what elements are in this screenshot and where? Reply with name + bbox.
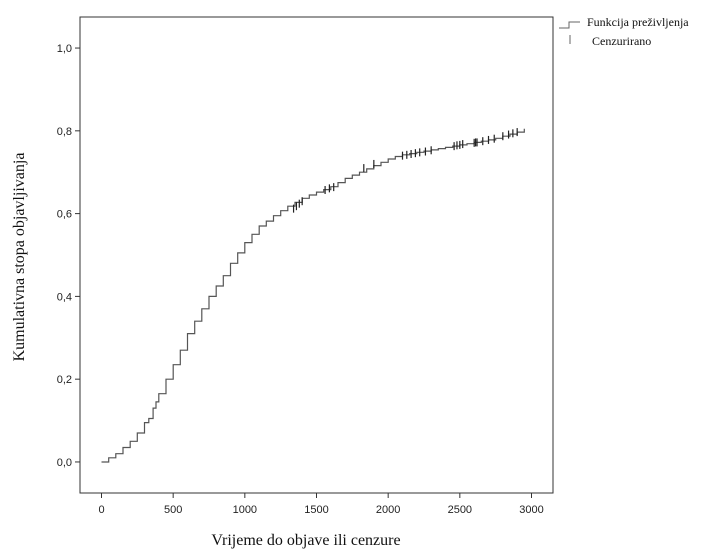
x-tick-label: 1500	[304, 504, 328, 516]
y-tick-label: 0,0	[57, 457, 72, 469]
y-tick-label: 0,6	[57, 209, 72, 221]
plot-frame	[79, 16, 554, 494]
x-tick-label: 2000	[376, 504, 400, 516]
y-tick-label: 0,4	[57, 291, 72, 303]
y-tick-label: 1,0	[57, 43, 72, 55]
x-tick-label: 2500	[448, 504, 472, 516]
legend-line-symbol	[559, 21, 580, 29]
censor-marks	[292, 128, 518, 213]
legend-censor-label: Cenzurirano	[592, 34, 651, 48]
x-axis: 0 500 1000 1500 2000 2500 3000	[98, 493, 544, 516]
legend-line-label: Funkcija preživljenja	[587, 15, 689, 29]
survival-curve	[101, 128, 525, 463]
x-axis-title: Vrijeme do objave ili cenzure	[211, 532, 400, 549]
x-tick-label: 3000	[519, 504, 543, 516]
legend: Funkcija preživljenja Cenzurirano	[559, 15, 689, 48]
x-tick-label: 500	[164, 504, 182, 516]
y-axis: 0,0 0,2 0,4 0,6 0,8 1,0	[57, 43, 80, 469]
y-tick-label: 0,2	[57, 374, 72, 386]
x-tick-label: 0	[98, 504, 104, 516]
y-tick-label: 0,8	[57, 126, 72, 138]
y-axis-title: Kumulativna stopa objavljivanja	[11, 153, 28, 362]
x-tick-label: 1000	[233, 504, 257, 516]
